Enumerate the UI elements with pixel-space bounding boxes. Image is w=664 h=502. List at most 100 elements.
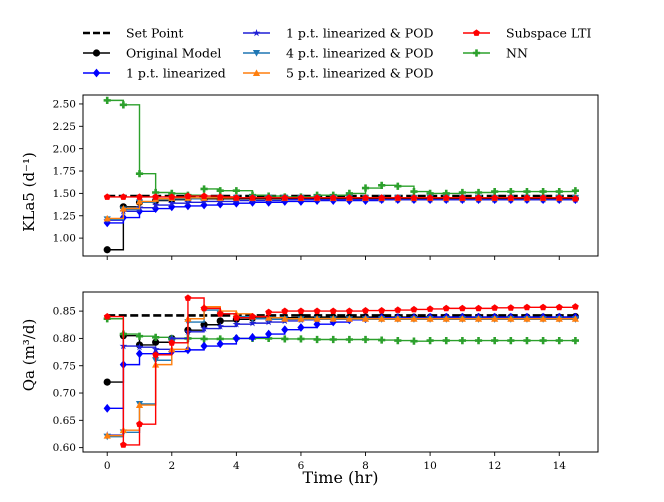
data-point [281, 307, 289, 315]
legend-marker [92, 68, 101, 78]
data-point [200, 324, 208, 332]
data-point [410, 305, 418, 313]
series-line [107, 198, 576, 221]
data-point [507, 304, 515, 311]
legend-marker [252, 29, 261, 37]
data-point [474, 315, 483, 322]
data-point [119, 441, 127, 448]
data-point [168, 193, 176, 200]
data-point [136, 193, 143, 200]
data-point [281, 315, 289, 322]
data-point [475, 194, 482, 201]
legend-label: Set Point [126, 26, 183, 41]
data-point [119, 204, 127, 212]
legend-label: 4 p.t. linearized & POD [286, 46, 433, 61]
data-point [523, 303, 531, 311]
data-point [555, 194, 563, 201]
data-point [265, 329, 273, 339]
data-point [361, 184, 370, 192]
legend-item-nn: NN [463, 46, 528, 61]
data-point [523, 315, 531, 322]
data-point [523, 194, 531, 201]
data-point [394, 315, 402, 322]
data-point [200, 192, 208, 199]
data-point [555, 337, 563, 345]
data-point [297, 323, 305, 332]
data-point [216, 187, 224, 195]
data-point [329, 194, 337, 201]
data-point [152, 338, 160, 346]
data-point [442, 304, 450, 312]
series-line [107, 297, 577, 446]
series-line [107, 309, 576, 438]
data-point [152, 333, 160, 341]
data-point [232, 334, 240, 343]
data-point [200, 185, 208, 193]
data-point [571, 303, 579, 310]
x-tick-label: 12 [488, 460, 501, 472]
legend-item-5-p-t-linearized-pod: 5 p.t. linearized & POD [243, 66, 433, 81]
data-point [216, 335, 224, 343]
data-point [442, 189, 450, 197]
data-point [491, 304, 499, 311]
data-point [442, 337, 450, 345]
data-point [248, 319, 257, 327]
data-point [265, 314, 273, 321]
data-point [281, 325, 289, 335]
y-tick-label: 0.75 [53, 360, 76, 372]
data-point [152, 351, 160, 358]
y-tick-label: 0.85 [53, 306, 76, 318]
data-point [103, 312, 111, 320]
data-point [167, 199, 176, 207]
data-point [378, 181, 386, 189]
data-point [378, 336, 386, 344]
data-point [249, 194, 256, 201]
data-point [426, 337, 434, 345]
series-line [107, 316, 576, 410]
data-point [297, 315, 305, 322]
data-point [571, 337, 579, 345]
data-point [313, 194, 321, 201]
data-point [297, 194, 305, 201]
x-axis-label: Time (hr) [303, 468, 379, 487]
legend-marker [92, 49, 101, 57]
legend: Set Point Original Model 1 p.t. linearized… [83, 26, 591, 81]
data-point [151, 345, 160, 353]
data-point [555, 303, 563, 311]
data-point [571, 315, 579, 322]
data-point [313, 315, 321, 322]
data-point [135, 401, 144, 409]
data-point [410, 337, 418, 345]
data-point [281, 335, 289, 343]
data-point [539, 303, 547, 311]
legend-label: 1 p.t. linearized [126, 66, 226, 81]
series-line [107, 99, 577, 198]
series-5-p-t-linearized-pod [103, 303, 579, 439]
data-point [184, 192, 192, 199]
data-point [491, 315, 499, 322]
data-point [378, 194, 386, 201]
x-tick-label: 10 [423, 460, 436, 472]
data-point [135, 170, 144, 178]
data-point [555, 188, 563, 196]
data-point [539, 194, 547, 201]
data-point [426, 194, 434, 201]
data-point [378, 315, 386, 322]
data-point [103, 246, 111, 254]
kla5-panel: 1.00 1.25 1.50 1.75 2.00 2.25 2.50 KLa5 (d⁻¹) [20, 94, 599, 260]
data-point [345, 335, 353, 344]
data-point [151, 201, 160, 209]
legend-marker [252, 69, 261, 76]
x-tick-label: 2 [168, 460, 175, 472]
y-tick-label: 1.00 [53, 233, 76, 245]
data-point [474, 337, 483, 345]
data-point [281, 194, 289, 201]
data-point [491, 188, 499, 196]
data-point [119, 193, 127, 200]
data-point [442, 315, 450, 322]
data-point [152, 188, 160, 197]
data-point [152, 193, 160, 200]
legend-label: 5 p.t. linearized & POD [286, 66, 433, 81]
data-point [507, 194, 515, 201]
